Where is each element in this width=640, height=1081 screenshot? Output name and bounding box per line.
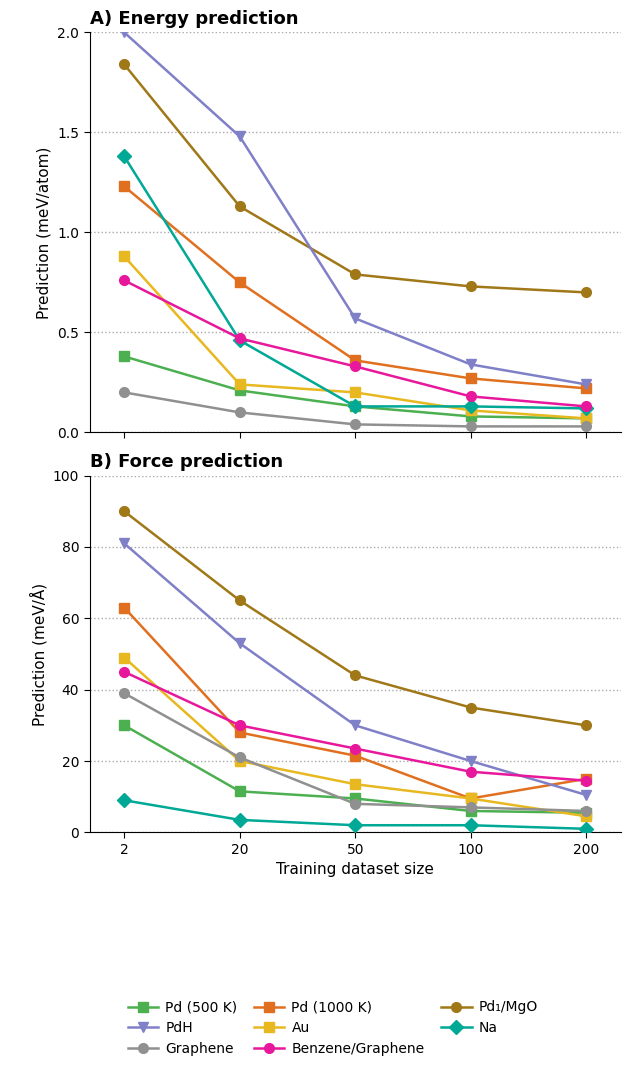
Text: A) Energy prediction: A) Energy prediction xyxy=(90,10,298,28)
Y-axis label: Prediction (meV/atom): Prediction (meV/atom) xyxy=(36,146,52,319)
Legend: Pd (500 K), PdH, Graphene, Pd (1000 K), Au, Benzene/Graphene, Pd₁/MgO, Na: Pd (500 K), PdH, Graphene, Pd (1000 K), … xyxy=(121,993,545,1064)
Y-axis label: Prediction (meV/Å): Prediction (meV/Å) xyxy=(29,583,47,725)
Text: B) Force prediction: B) Force prediction xyxy=(90,453,283,471)
X-axis label: Training dataset size: Training dataset size xyxy=(276,863,434,878)
